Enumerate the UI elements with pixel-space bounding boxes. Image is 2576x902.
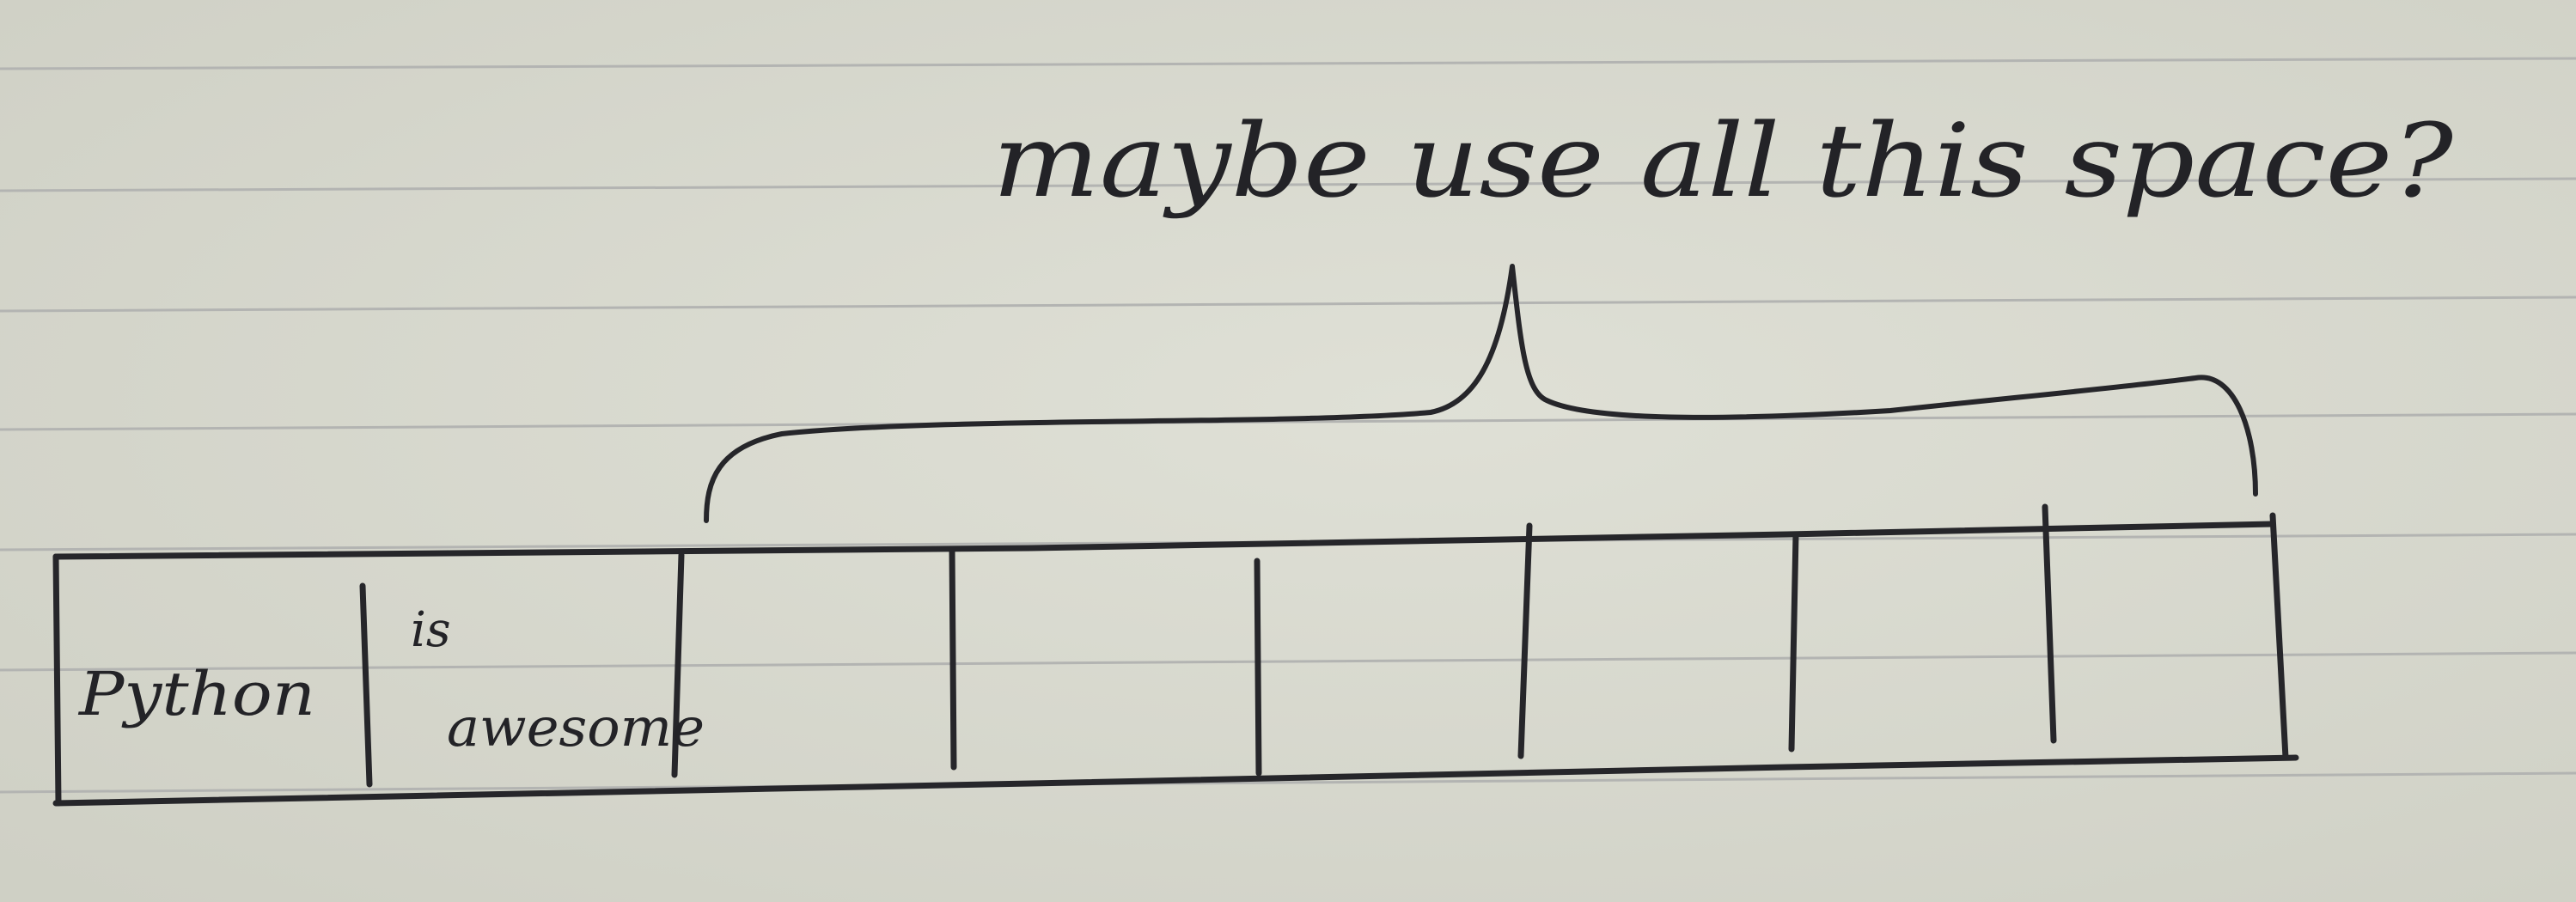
- cell-divider: [1788, 531, 1799, 753]
- curly-brace: [704, 264, 2258, 523]
- ruled-line: [0, 412, 2576, 431]
- cell-divider: [2042, 503, 2057, 744]
- cell-divider: [1254, 558, 1262, 777]
- table-right-border: [2269, 512, 2289, 761]
- ruled-line: [0, 771, 2576, 794]
- cell-table: [52, 503, 2299, 807]
- cell-2-text-top: is: [411, 602, 451, 658]
- cell-2-text-bottom: awesome: [447, 696, 705, 759]
- cell-1-text: Python: [77, 659, 315, 729]
- cell-divider: [671, 552, 685, 778]
- ruled-line: [0, 651, 2576, 672]
- table-bottom-border: [52, 754, 2299, 807]
- cell-divider: [949, 546, 957, 771]
- ruled-line: [0, 177, 2576, 192]
- ruled-lines: [0, 57, 2576, 794]
- ruled-line: [0, 296, 2576, 313]
- ruled-line: [0, 57, 2576, 70]
- annotation-text: maybe use all this space?: [992, 101, 2454, 220]
- cell-divider: [359, 582, 373, 788]
- table-left-border: [52, 553, 62, 807]
- table-top-border: [52, 521, 2276, 560]
- cell-divider: [1517, 522, 1533, 759]
